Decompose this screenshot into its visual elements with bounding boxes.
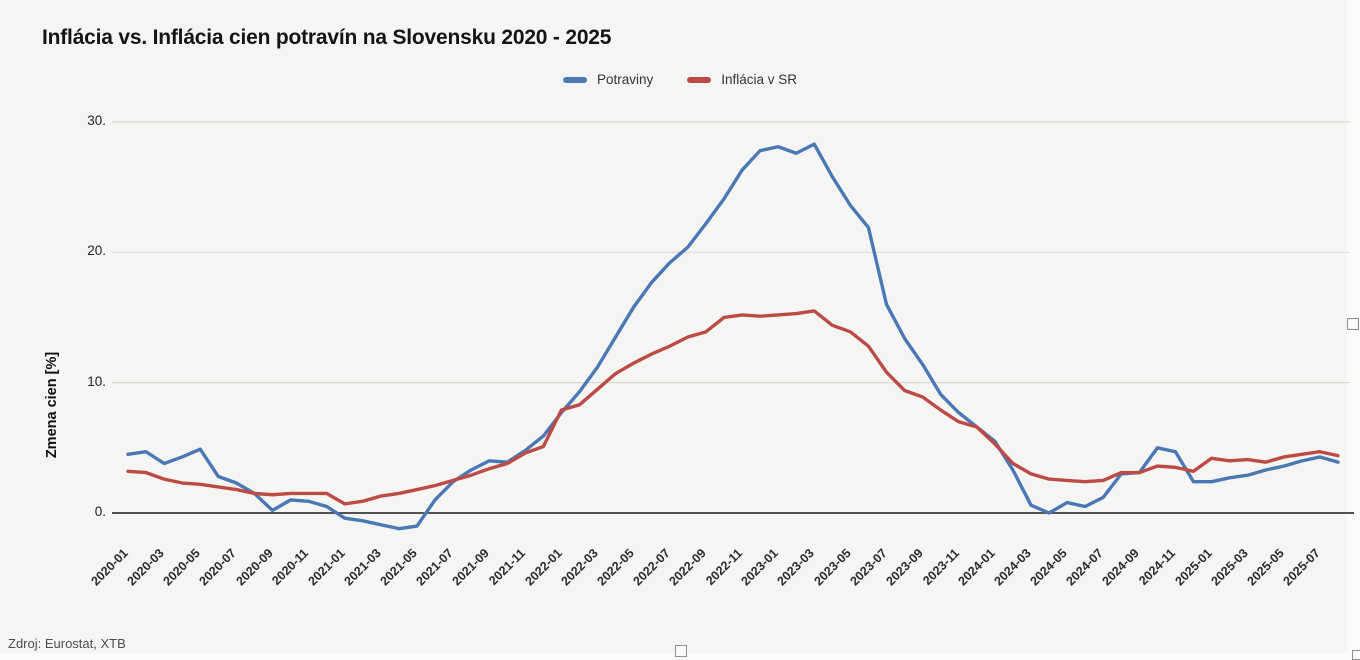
y-axis-title: Zmena cien [%] (44, 351, 60, 459)
source-note: Zdroj: Eurostat, XTB (8, 636, 126, 651)
y-tick-label: 20. (87, 243, 106, 259)
y-tick-label: 10. (87, 373, 106, 389)
legend-item-potraviny: Potraviny (562, 72, 654, 87)
chart-title: Inflácia vs. Inflácia cien potravín na S… (42, 26, 612, 49)
resize-handle-corner[interactable] (1352, 650, 1360, 660)
chart-legend: Potraviny Inflácia v SR (0, 72, 1360, 87)
potraviny-line-swatch-icon (562, 76, 587, 83)
legend-label: Inflácia v SR (721, 72, 798, 87)
legend-label: Potraviny (596, 72, 654, 87)
inflacia-line-swatch-icon (687, 76, 712, 83)
resize-handle-bottom[interactable] (675, 645, 687, 657)
y-tick-label: 30. (87, 112, 106, 128)
legend-item-inflacia: Inflácia v SR (687, 72, 797, 87)
y-tick-label: 0. (94, 504, 106, 519)
resize-handle-right[interactable] (1347, 318, 1359, 330)
